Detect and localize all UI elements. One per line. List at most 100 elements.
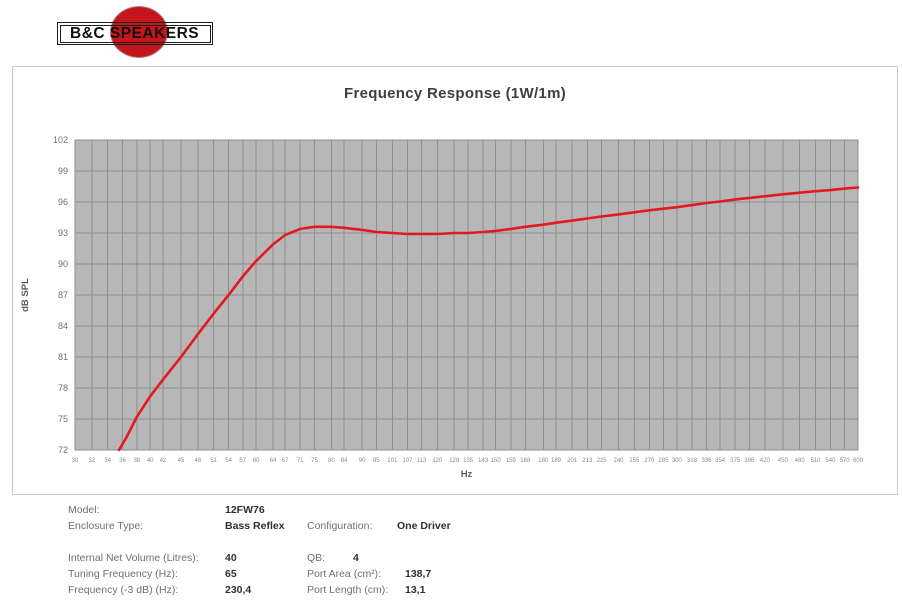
logo-frame: B&C SPEAKERS (57, 22, 213, 45)
svg-text:570: 570 (840, 458, 851, 464)
svg-text:45: 45 (178, 458, 185, 464)
svg-text:318: 318 (687, 458, 698, 464)
spec-value: One Driver (397, 520, 451, 532)
svg-text:36: 36 (119, 458, 126, 464)
svg-text:90: 90 (58, 259, 68, 269)
spec-label: Port Length (cm): (307, 584, 389, 596)
spec-label: Model: (68, 504, 100, 516)
svg-text:90: 90 (359, 458, 366, 464)
logo-red-circle-icon (111, 7, 167, 57)
svg-text:48: 48 (195, 458, 202, 464)
svg-text:180: 180 (538, 458, 549, 464)
svg-text:99: 99 (58, 166, 68, 176)
response-curve (117, 186, 860, 452)
frequency-response-chart: 72 75 78 81 84 87 90 93 96 99 102 30 32 34 36 38 40 42 45 4… (20, 135, 864, 480)
svg-text:67: 67 (282, 458, 289, 464)
y-axis-title: dB SPL (20, 278, 31, 312)
plot-border (74, 139, 859, 451)
svg-text:80: 80 (328, 458, 335, 464)
svg-text:72: 72 (58, 445, 68, 455)
svg-text:113: 113 (417, 458, 427, 464)
spec-label: QB: (307, 552, 326, 564)
svg-text:201: 201 (567, 458, 578, 464)
svg-text:420: 420 (760, 458, 771, 464)
svg-text:38: 38 (133, 458, 140, 464)
spec-row-volume: Internal Net Volume (Litres): 40 QB: 4 (0, 552, 902, 566)
svg-text:81: 81 (58, 352, 68, 362)
svg-text:107: 107 (402, 458, 413, 464)
svg-text:40: 40 (147, 458, 154, 464)
svg-text:150: 150 (491, 458, 502, 464)
spec-label: Frequency (-3 dB) (Hz): (68, 584, 179, 596)
svg-text:57: 57 (239, 458, 246, 464)
spec-row-model: Model: 12FW76 (0, 504, 902, 518)
svg-text:300: 300 (672, 458, 683, 464)
svg-text:336: 336 (701, 458, 712, 464)
x-axis-title: Hz (461, 469, 473, 480)
spec-label: Internal Net Volume (Litres): (68, 552, 199, 564)
svg-text:30: 30 (72, 458, 79, 464)
spec-value: 138,7 (405, 568, 432, 580)
spec-label: Configuration: (307, 520, 373, 532)
svg-text:95: 95 (373, 458, 380, 464)
svg-text:168: 168 (520, 458, 531, 464)
spec-label: Enclosure Type: (68, 520, 144, 532)
spec-value: 230,4 (225, 584, 252, 596)
svg-text:120: 120 (432, 458, 443, 464)
svg-text:225: 225 (597, 458, 608, 464)
y-tick-labels: 72 75 78 81 84 87 90 93 96 99 102 (53, 135, 68, 455)
svg-text:96: 96 (58, 197, 68, 207)
chart-title: Frequency Response (1W/1m) (343, 85, 567, 102)
svg-text:101: 101 (387, 458, 398, 464)
spec-row-enclosure: Enclosure Type: Bass Reflex Configuratio… (0, 520, 902, 534)
svg-text:450: 450 (778, 458, 789, 464)
svg-text:510: 510 (811, 458, 822, 464)
logo-text: B&C SPEAKERS (70, 24, 200, 42)
svg-text:213: 213 (582, 458, 593, 464)
svg-text:285: 285 (658, 458, 669, 464)
spec-row-f3: Frequency (-3 dB) (Hz): 230,4 Port Lengt… (0, 584, 902, 598)
svg-text:354: 354 (715, 458, 726, 464)
svg-text:270: 270 (644, 458, 655, 464)
svg-text:34: 34 (104, 458, 111, 464)
svg-text:60: 60 (253, 458, 260, 464)
svg-text:600: 600 (853, 458, 864, 464)
svg-text:135: 135 (463, 458, 474, 464)
spec-row-tuning: Tuning Frequency (Hz): 65 Port Area (cm²… (0, 568, 902, 582)
svg-text:396: 396 (744, 458, 755, 464)
spec-value: Bass Reflex (225, 520, 285, 532)
spec-value: 12FW76 (225, 504, 265, 516)
svg-text:75: 75 (58, 414, 68, 424)
svg-text:54: 54 (225, 458, 232, 464)
spec-value: 65 (225, 568, 237, 580)
svg-text:143: 143 (478, 458, 489, 464)
svg-text:480: 480 (795, 458, 806, 464)
svg-text:84: 84 (58, 321, 68, 331)
svg-text:375: 375 (730, 458, 741, 464)
svg-text:128: 128 (449, 458, 460, 464)
spec-label: Tuning Frequency (Hz): (68, 568, 178, 580)
svg-text:102: 102 (53, 135, 68, 145)
spec-value: 4 (353, 552, 359, 564)
x-tick-labels: 30 32 34 36 38 40 42 45 48 51 54 57 60 64 67 71 75 80 84 90… (72, 458, 864, 464)
svg-text:159: 159 (506, 458, 517, 464)
svg-text:64: 64 (270, 458, 277, 464)
svg-text:87: 87 (58, 290, 68, 300)
svg-text:189: 189 (551, 458, 562, 464)
svg-text:75: 75 (311, 458, 318, 464)
svg-text:540: 540 (825, 458, 836, 464)
svg-text:42: 42 (160, 458, 167, 464)
svg-text:84: 84 (341, 458, 348, 464)
svg-text:71: 71 (297, 458, 304, 464)
svg-text:78: 78 (58, 383, 68, 393)
svg-text:51: 51 (210, 458, 217, 464)
svg-text:93: 93 (58, 228, 68, 238)
spec-value: 13,1 (405, 584, 426, 596)
svg-text:240: 240 (613, 458, 624, 464)
bc-speakers-logo: B&C SPEAKERS (35, 5, 235, 59)
spec-value: 40 (225, 552, 237, 564)
svg-text:32: 32 (89, 458, 96, 464)
spec-label: Port Area (cm²): (307, 568, 382, 580)
frequency-response-panel: Frequency Response (1W/1m) 72 75 78 81 84 87 9… (12, 66, 898, 495)
